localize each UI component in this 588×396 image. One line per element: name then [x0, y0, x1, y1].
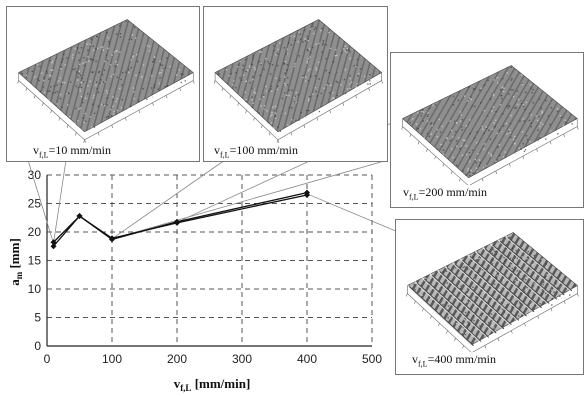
data-point — [304, 191, 310, 198]
surface-3d-render — [406, 232, 579, 356]
inset-label: vf,L=10 mm/min — [31, 143, 113, 160]
leader-line — [53, 159, 67, 244]
series-line — [53, 194, 308, 243]
leader-line — [27, 159, 54, 244]
y-tick-label: 20 — [28, 225, 42, 239]
data-point — [174, 219, 180, 226]
surface-3d-render — [17, 19, 195, 143]
leader-line — [111, 159, 389, 240]
x-tick-label: 500 — [362, 352, 382, 366]
x-tick-label: 200 — [167, 352, 187, 366]
x-tick-label: 400 — [297, 352, 317, 366]
x-tick-label: 0 — [44, 352, 51, 366]
x-tick-label: 100 — [102, 352, 122, 366]
x-tick-label: 300 — [232, 352, 252, 366]
leader-line — [306, 193, 399, 233]
data-point — [109, 235, 115, 242]
inset-label: vf,L=100 mm/min — [212, 143, 300, 160]
data-point — [76, 213, 83, 220]
y-tick-label: 30 — [28, 168, 42, 182]
y-axis-title: am [mm] — [7, 238, 24, 286]
data-point — [50, 243, 57, 250]
surface-inset-400: vf,L=400 mm/min — [395, 219, 584, 375]
inset-label: vf,L=200 mm/min — [401, 185, 489, 202]
surface-inset-10: vf,L=10 mm/min — [6, 6, 200, 162]
y-tick-label: 5 — [34, 311, 41, 325]
data-series — [50, 189, 310, 250]
data-point — [50, 239, 57, 246]
axes — [46, 175, 372, 347]
y-tick-label: 15 — [28, 254, 42, 268]
y-tick-label: 0 — [34, 339, 41, 353]
y-tick-label: 25 — [28, 197, 42, 211]
leader-line — [111, 159, 226, 240]
inset-label: vf,L=400 mm/min — [410, 352, 498, 369]
x-axis-title: vf,L [mm/min] — [174, 376, 251, 393]
y-tick-label: 10 — [28, 282, 42, 296]
surface-inset-200: vf,L=200 mm/min — [390, 52, 584, 208]
surface-inset-100: vf,L=100 mm/min — [203, 6, 388, 162]
surface-3d-render — [213, 19, 383, 143]
